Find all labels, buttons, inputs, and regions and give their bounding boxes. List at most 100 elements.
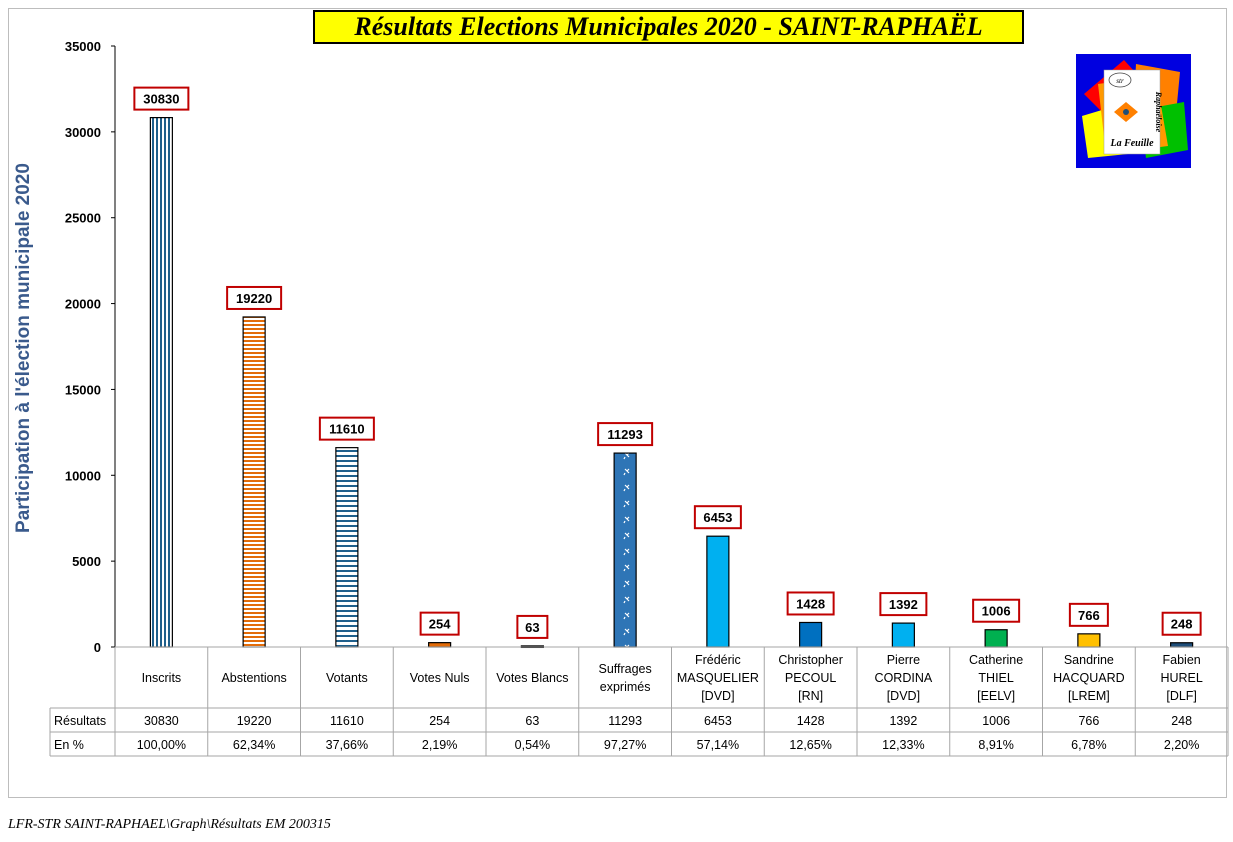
x-category-label: [DVD] bbox=[887, 689, 920, 703]
table-cell: 2,19% bbox=[422, 738, 457, 752]
x-category-label: Votants bbox=[326, 671, 368, 685]
x-category-label: Christopher bbox=[778, 653, 843, 667]
table-cell: 11293 bbox=[608, 714, 642, 728]
bar bbox=[335, 447, 359, 648]
table-cell: 30830 bbox=[144, 714, 179, 728]
x-category-label: Votes Nuls bbox=[410, 671, 470, 685]
la-feuille-logo: str Raphaëloise La Feuille bbox=[1076, 54, 1191, 168]
x-category-label: exprimés bbox=[600, 680, 651, 694]
bar bbox=[1077, 633, 1101, 648]
data-label: 63 bbox=[525, 620, 539, 635]
data-label: 1006 bbox=[982, 604, 1011, 619]
x-category-label: CORDINA bbox=[875, 671, 933, 685]
table-cell: 1428 bbox=[797, 714, 825, 728]
table-cell: 0,54% bbox=[515, 738, 550, 752]
data-label-box bbox=[1161, 611, 1202, 636]
data-label-box bbox=[972, 598, 1021, 623]
data-label: 1392 bbox=[889, 597, 918, 612]
bar bbox=[428, 642, 452, 648]
footer-path: LFR-STR SAINT-RAPHAEL\Graph\Résultats EM… bbox=[8, 817, 331, 832]
data-label-box bbox=[786, 591, 835, 616]
bar bbox=[891, 622, 915, 648]
x-category-label: Frédéric bbox=[695, 653, 741, 667]
x-category-label: HUREL bbox=[1160, 671, 1202, 685]
table-cell: 37,66% bbox=[326, 738, 368, 752]
bar bbox=[984, 629, 1008, 648]
data-label: 30830 bbox=[143, 92, 179, 107]
chart-frame bbox=[8, 8, 1227, 798]
data-label-box bbox=[318, 416, 375, 441]
x-category-label: [EELV] bbox=[977, 689, 1015, 703]
bar bbox=[799, 621, 823, 648]
data-label: 11293 bbox=[607, 427, 642, 442]
data-label-box bbox=[419, 611, 460, 636]
table-cell: 11610 bbox=[330, 714, 364, 728]
y-tick-label: 30000 bbox=[65, 125, 101, 140]
table-cell: 254 bbox=[429, 714, 450, 728]
data-label: 19220 bbox=[236, 291, 272, 306]
data-label-box bbox=[516, 614, 549, 639]
data-label-box bbox=[597, 422, 654, 447]
x-category-label: Abstentions bbox=[221, 671, 286, 685]
table-cell: 6453 bbox=[704, 714, 732, 728]
table-cell: 12,65% bbox=[789, 738, 831, 752]
data-label-box bbox=[133, 86, 190, 111]
table-cell: 62,34% bbox=[233, 738, 275, 752]
logo-side-text: Raphaëloise bbox=[1154, 91, 1163, 133]
table-cell: 97,27% bbox=[604, 738, 646, 752]
chart-title: Résultats Elections Municipales 2020 - S… bbox=[313, 10, 1024, 44]
table-cell: 100,00% bbox=[137, 738, 186, 752]
x-category-label: [LREM] bbox=[1068, 689, 1110, 703]
table-row-label: Résultats bbox=[54, 714, 106, 728]
bar bbox=[613, 452, 637, 648]
y-axis-title: Participation à l'élection municipale 20… bbox=[13, 163, 34, 533]
table-cell: 8,91% bbox=[978, 738, 1013, 752]
data-label-box bbox=[1068, 602, 1109, 627]
bar bbox=[242, 316, 266, 648]
table-cell: 1392 bbox=[889, 714, 917, 728]
y-tick-label: 15000 bbox=[65, 382, 101, 397]
x-category-label: Sandrine bbox=[1064, 653, 1114, 667]
table-cell: 766 bbox=[1078, 714, 1099, 728]
bar bbox=[1170, 642, 1194, 648]
table-cell: 57,14% bbox=[697, 738, 739, 752]
bar bbox=[706, 535, 730, 648]
data-label: 6453 bbox=[703, 510, 732, 525]
x-category-label: [DVD] bbox=[701, 689, 734, 703]
y-tick-label: 25000 bbox=[65, 211, 101, 226]
table-row-label: En % bbox=[54, 738, 84, 752]
x-category-label: HACQUARD bbox=[1053, 671, 1125, 685]
logo-str-text: str bbox=[1116, 77, 1124, 85]
table-cell: 2,20% bbox=[1164, 738, 1199, 752]
table-cell: 63 bbox=[525, 714, 539, 728]
x-category-label: THIEL bbox=[978, 671, 1013, 685]
y-tick-label: 5000 bbox=[72, 554, 101, 569]
table-cell: 6,78% bbox=[1071, 738, 1106, 752]
data-label: 254 bbox=[429, 617, 451, 632]
data-label: 766 bbox=[1078, 608, 1100, 623]
x-category-label: Catherine bbox=[969, 653, 1023, 667]
data-label-box bbox=[693, 505, 742, 530]
table-cell: 248 bbox=[1171, 714, 1192, 728]
x-category-label: Inscrits bbox=[142, 671, 182, 685]
x-category-label: [RN] bbox=[798, 689, 823, 703]
data-label: 248 bbox=[1171, 617, 1193, 632]
x-category-label: Pierre bbox=[887, 653, 920, 667]
table-cell: 12,33% bbox=[882, 738, 924, 752]
y-tick-label: 20000 bbox=[65, 297, 101, 312]
y-tick-label: 0 bbox=[94, 640, 101, 655]
data-label: 1428 bbox=[796, 596, 825, 611]
data-label-box bbox=[879, 592, 928, 617]
table-cell: 19220 bbox=[237, 714, 272, 728]
bar bbox=[149, 117, 173, 648]
x-category-label: Votes Blancs bbox=[496, 671, 568, 685]
x-category-label: MASQUELIER bbox=[677, 671, 759, 685]
x-category-label: Fabien bbox=[1163, 653, 1201, 667]
x-category-label: [DLF] bbox=[1166, 689, 1197, 703]
table-cell: 1006 bbox=[982, 714, 1010, 728]
logo-bottom-text: La Feuille bbox=[1109, 138, 1154, 149]
data-label: 11610 bbox=[329, 422, 364, 437]
x-category-label: Suffrages bbox=[598, 662, 651, 676]
y-tick-label: 35000 bbox=[65, 39, 101, 54]
